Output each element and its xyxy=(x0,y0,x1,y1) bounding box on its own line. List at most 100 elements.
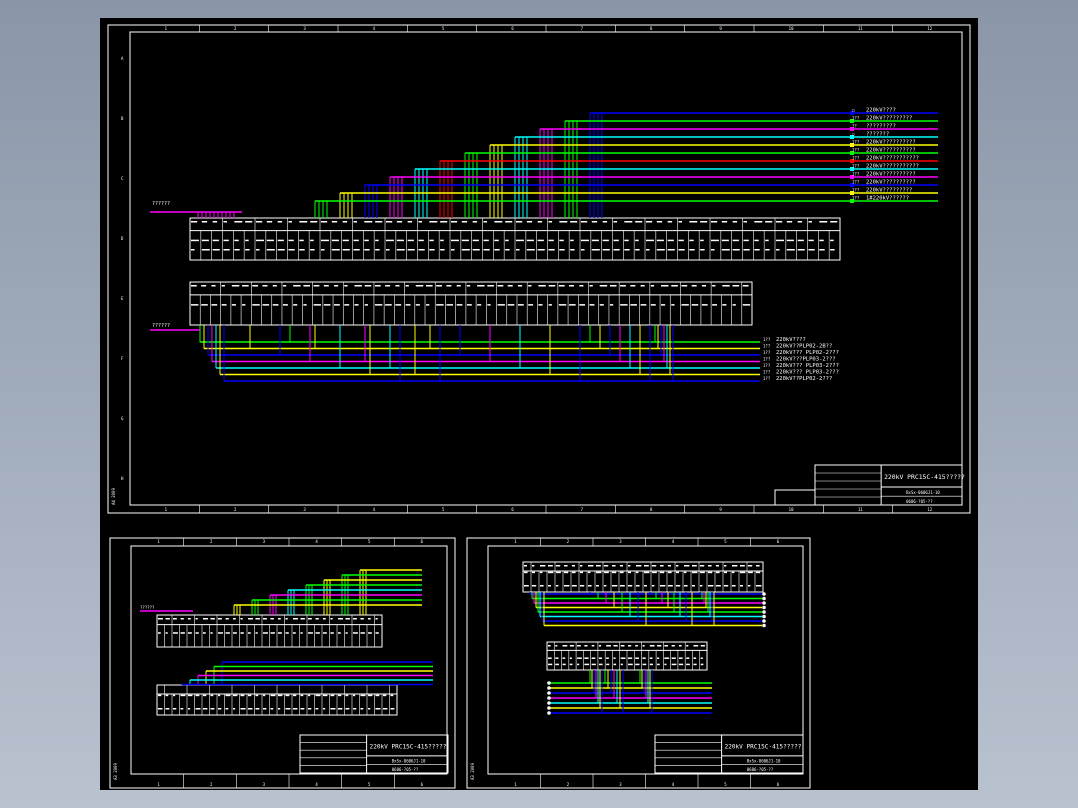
table-cell-text xyxy=(678,249,685,251)
table-cell-text xyxy=(754,239,759,242)
table-cell-text xyxy=(472,249,480,251)
table-cell-text xyxy=(255,618,260,620)
table-cell-text xyxy=(548,657,552,659)
table-cell-text xyxy=(375,632,379,634)
table-cell-text xyxy=(165,632,168,634)
table-cell-text xyxy=(386,249,390,251)
table-cell-text xyxy=(310,239,314,242)
table-cell-text xyxy=(353,239,359,242)
column-number: 8 xyxy=(650,26,653,31)
table-cell-text xyxy=(579,285,584,287)
table-cell-text xyxy=(808,249,815,251)
table-cell-text xyxy=(277,249,285,251)
table-cell-text xyxy=(300,708,305,710)
table-cell-text xyxy=(374,285,381,287)
table-cell-text xyxy=(429,221,438,223)
table-cell-text xyxy=(652,565,657,567)
table-cell-text xyxy=(225,632,230,634)
column-number: 5 xyxy=(724,782,727,787)
column-number: 5 xyxy=(724,539,727,544)
bus-tag: 1?? xyxy=(763,363,771,368)
row-letter: A xyxy=(121,56,124,61)
bus-arrow-marker xyxy=(850,135,854,139)
table-cell-text xyxy=(234,249,240,251)
table-cell-text xyxy=(158,694,162,697)
table-cell-text xyxy=(681,285,688,287)
table-cell-text xyxy=(691,285,697,287)
bus-label: 220kV????????? xyxy=(866,188,912,194)
table-cell-text xyxy=(248,618,253,620)
table-cell-text xyxy=(570,249,575,251)
table-cell-text xyxy=(558,285,565,287)
table-cell-text xyxy=(569,663,573,666)
table-cell-text xyxy=(589,304,595,306)
table-cell-text xyxy=(756,585,762,587)
table-cell-text xyxy=(323,632,327,634)
table-cell-text xyxy=(263,708,267,710)
table-cell-text xyxy=(556,585,559,587)
bus-label: 220kV?????????? xyxy=(866,148,916,154)
table-cell-text xyxy=(364,249,370,251)
table-cell-text xyxy=(278,694,283,697)
column-number: 4 xyxy=(672,782,675,787)
table-cell-text xyxy=(415,285,424,287)
column-number: 5 xyxy=(442,507,445,512)
table-cell-text xyxy=(272,304,279,306)
table-cell-text xyxy=(693,645,699,647)
table-cell-text xyxy=(628,565,631,567)
table-cell-text xyxy=(173,694,176,697)
terminal-dot xyxy=(762,592,766,596)
table-cell-text xyxy=(691,304,699,306)
table-cell-text xyxy=(579,304,586,306)
table-cell-text xyxy=(644,571,650,574)
table-cell-text xyxy=(640,304,647,306)
table-cell-text xyxy=(676,585,681,587)
bus-label: 220kV??? PLP03-2??? xyxy=(776,370,839,376)
table-cell-text xyxy=(740,565,745,567)
bus-tag: 1?? xyxy=(852,164,860,169)
table-cell-text xyxy=(722,304,727,306)
table-cell-text xyxy=(360,694,366,697)
table-cell-text xyxy=(203,632,206,634)
terminal-dot xyxy=(547,696,551,700)
table-cell-text xyxy=(256,249,260,251)
table-cell-text xyxy=(555,645,558,647)
table-cell-text xyxy=(776,249,780,251)
row-letter: C xyxy=(121,176,124,181)
model-space-background xyxy=(100,18,978,790)
table-cell-text xyxy=(165,708,170,710)
table-cell-text xyxy=(642,645,645,647)
table-cell-text xyxy=(517,304,524,306)
table-cell-text xyxy=(819,249,825,251)
table-cell-text xyxy=(201,249,210,251)
table-cell-text xyxy=(494,239,499,242)
table-cell-text xyxy=(505,249,510,251)
table-cell-text xyxy=(375,694,380,697)
table-cell-text xyxy=(765,249,770,251)
table-cell-text xyxy=(556,571,561,574)
table-cell-text xyxy=(308,618,312,620)
table-cell-text xyxy=(548,285,556,287)
table-cell-text xyxy=(396,239,404,242)
bus-arrow-marker xyxy=(850,151,854,155)
table-cell-text xyxy=(721,249,730,251)
terminal-dot xyxy=(762,623,766,628)
table-cell-text xyxy=(609,285,617,287)
table-cell-text xyxy=(671,285,678,287)
table-cell-text xyxy=(613,221,618,223)
table-cell-text xyxy=(505,221,513,223)
table-cell-text xyxy=(255,708,260,710)
table-cell-text xyxy=(383,694,387,697)
bus-tag: □ xyxy=(852,108,855,113)
table-cell-text xyxy=(210,708,215,710)
column-number: 5 xyxy=(442,26,445,31)
table-cell-text xyxy=(240,694,245,697)
column-number: 3 xyxy=(619,539,622,544)
table-cell-text xyxy=(165,694,169,697)
table-cell-text xyxy=(686,657,690,659)
bus-tag: 1?? xyxy=(763,376,771,381)
table-cell-text xyxy=(497,285,504,287)
drawing-code: 0606-?05-?? xyxy=(747,767,774,772)
title-block xyxy=(654,734,804,774)
